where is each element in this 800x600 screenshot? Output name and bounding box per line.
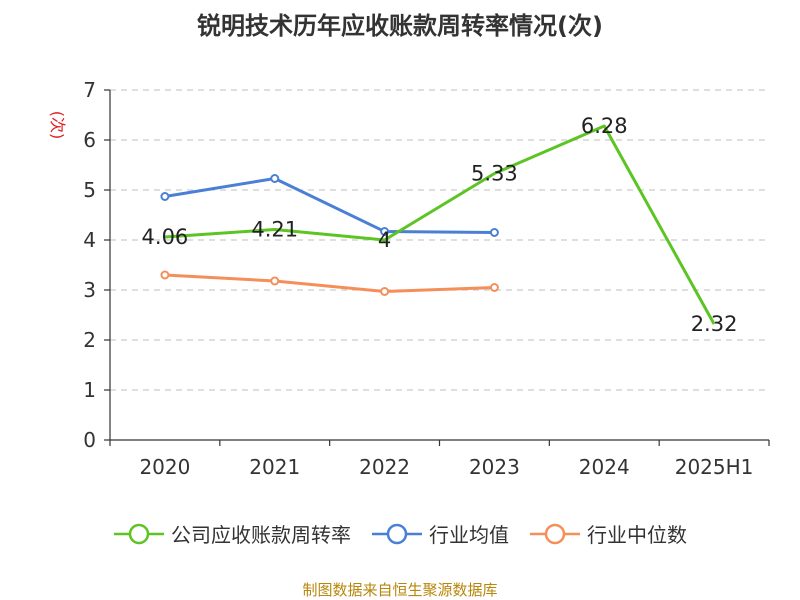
legend-item[interactable]: 公司应收账款周转率 — [113, 519, 351, 548]
y-axis-label: (次) — [48, 111, 67, 140]
data-label: 4 — [378, 228, 391, 252]
source-note: 制图数据来自恒生聚源数据库 — [302, 581, 498, 599]
series-line-1 — [164, 177, 495, 234]
x-tick-label: 2021 — [249, 455, 300, 479]
x-tick-label: 2020 — [139, 455, 190, 479]
series-point-1 — [380, 227, 390, 236]
x-tick-label: 2025H1 — [675, 455, 754, 479]
x-tick-label: 2024 — [579, 455, 630, 479]
series-point-2 — [160, 270, 170, 280]
x-tick-label: 2022 — [359, 455, 410, 479]
series-point-2 — [270, 276, 280, 286]
data-label: 4.06 — [142, 225, 189, 249]
x-tick-label: 2023 — [469, 455, 520, 479]
series-line-0 — [164, 124, 716, 325]
series-point-2 — [380, 287, 390, 296]
y-tick-label: 0 — [83, 428, 96, 452]
data-label: 5.33 — [471, 162, 518, 186]
y-tick-label: 7 — [83, 78, 96, 102]
legend-line-icon — [114, 523, 164, 544]
series-point-1 — [270, 174, 280, 183]
legend-label: 行业均值 — [429, 523, 509, 547]
data-label: 6.28 — [581, 114, 628, 138]
y-tick-label: 4 — [83, 228, 96, 252]
series-point-1 — [489, 228, 499, 237]
chart-legend: 公司应收账款周转率 行业均值 行业中位数 — [0, 519, 800, 548]
series-point-2 — [489, 283, 499, 292]
y-tick-label: 1 — [83, 378, 96, 402]
chart-title: 锐明技术历年应收账款周转率情况(次) — [197, 12, 603, 40]
data-label: 4.21 — [251, 218, 298, 242]
legend-line-icon — [372, 523, 422, 544]
legend-item[interactable]: 行业中位数 — [529, 519, 687, 548]
series-line-2 — [164, 273, 495, 293]
data-label: 2.32 — [691, 312, 738, 336]
series-point-1 — [160, 192, 170, 201]
y-tick-label: 5 — [83, 178, 96, 202]
y-tick-label: 2 — [83, 328, 96, 352]
y-tick-label: 6 — [83, 128, 96, 152]
y-tick-label: 3 — [83, 278, 96, 302]
legend-item[interactable]: 行业均值 — [371, 519, 509, 548]
legend-label: 行业中位数 — [587, 523, 687, 547]
legend-line-icon — [530, 523, 580, 544]
legend-label: 公司应收账款周转率 — [171, 523, 351, 547]
